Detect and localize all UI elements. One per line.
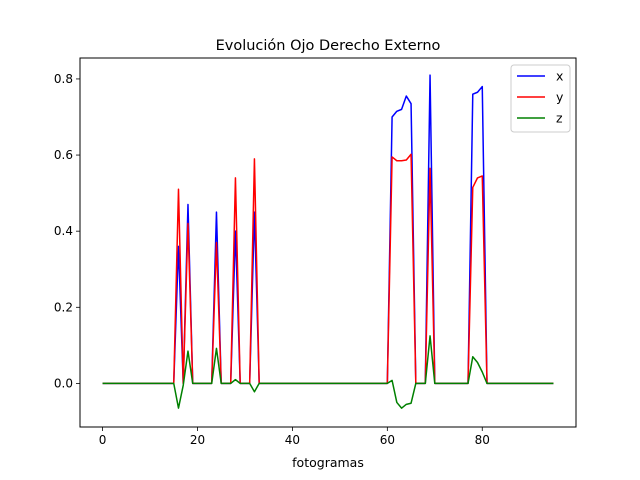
legend: xyz bbox=[510, 64, 571, 133]
y-tick-label: 0.6 bbox=[54, 148, 73, 162]
legend-label-z: z bbox=[556, 111, 563, 126]
y-tick-label: 0.8 bbox=[54, 72, 73, 86]
y-tick-label: 0.4 bbox=[54, 224, 73, 238]
x-tick-label: 80 bbox=[475, 433, 490, 447]
legend-label-y: y bbox=[556, 90, 564, 105]
axes-frame bbox=[79, 57, 577, 428]
x-tick-label: 60 bbox=[380, 433, 395, 447]
x-tick-label: 20 bbox=[190, 433, 205, 447]
x-axis-label: fotogramas bbox=[292, 455, 364, 470]
y-tick-label: 0.2 bbox=[54, 300, 73, 314]
x-tick-label: 0 bbox=[99, 433, 107, 447]
chart-title: Evolución Ojo Derecho Externo bbox=[216, 38, 441, 54]
legend-box bbox=[510, 64, 571, 133]
y-tick-label: 0.0 bbox=[54, 376, 73, 390]
series-line-z bbox=[102, 335, 554, 409]
legend-label-x: x bbox=[556, 69, 563, 84]
axis-ticks: 0 20 40 60 80 0.0 0.2 0.4 0.6 0.8 bbox=[54, 72, 490, 447]
plot-area bbox=[102, 74, 554, 409]
x-tick-label: 40 bbox=[285, 433, 300, 447]
